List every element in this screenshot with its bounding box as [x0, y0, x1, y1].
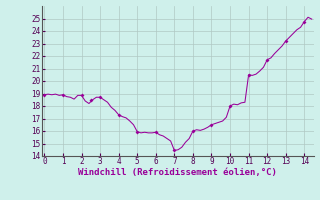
X-axis label: Windchill (Refroidissement éolien,°C): Windchill (Refroidissement éolien,°C) — [78, 168, 277, 177]
